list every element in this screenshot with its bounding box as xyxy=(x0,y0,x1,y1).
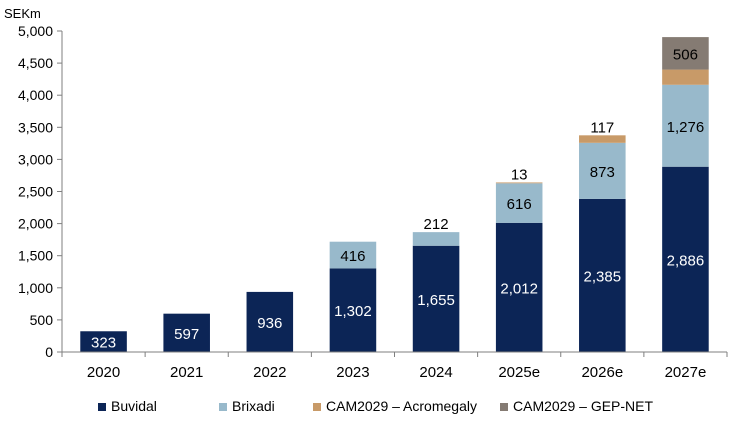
data-label: 117 xyxy=(590,119,614,136)
y-tick-label: 1,500 xyxy=(18,248,53,264)
bar-segment xyxy=(80,331,127,352)
x-tick-label: 2025e xyxy=(498,364,540,381)
y-axis-unit-label: SEKm xyxy=(4,6,41,21)
legend-swatch xyxy=(219,403,227,411)
bar-segment xyxy=(495,183,543,223)
y-tick-label: 0 xyxy=(45,344,53,360)
bar-segment xyxy=(329,268,377,352)
bar-segment xyxy=(579,142,626,199)
bars: 323 597 936 1,302 416 1,655 212 2,012 616 13 2,385… xyxy=(80,37,709,352)
data-label: 2,886 xyxy=(667,252,705,269)
bar-segment xyxy=(412,232,460,246)
legend-swatch xyxy=(500,403,508,411)
legend-swatch xyxy=(98,403,106,411)
x-axis: 2020 2021 2022 2023 2024 2025e 2026e 2027e xyxy=(61,351,728,381)
data-label: 873 xyxy=(590,164,615,181)
data-label: 506 xyxy=(673,46,698,63)
bar-segment xyxy=(412,245,460,352)
y-tick-label: 4,500 xyxy=(18,55,53,71)
y-tick-label: 3,500 xyxy=(18,119,53,135)
x-tick-label: 2020 xyxy=(87,364,120,381)
x-tick-label: 2021 xyxy=(170,364,203,381)
legend: Buvidal Brixadi CAM2029 – Acromegaly CAM202… xyxy=(98,398,653,414)
legend-item: Brixadi xyxy=(219,398,275,414)
data-label: 2,385 xyxy=(584,268,622,285)
data-label: 936 xyxy=(257,315,282,332)
bar-segment xyxy=(579,135,626,143)
bar-segment xyxy=(662,84,709,167)
legend-label: Buvidal xyxy=(111,398,157,414)
legend-item: CAM2029 – Acromegaly xyxy=(313,398,477,414)
bar-segment xyxy=(662,166,709,352)
y-axis: 0 500 1,000 1,500 2,000 2,500 3,000 3,500 4,000 4… xyxy=(18,23,63,360)
y-tick-label: 3,000 xyxy=(18,151,53,167)
y-tick-label: 4,000 xyxy=(18,87,53,103)
data-label: 212 xyxy=(424,216,449,233)
y-tick-label: 2,500 xyxy=(18,184,53,200)
bar-segment xyxy=(579,198,626,352)
bar-segment xyxy=(495,182,543,184)
data-label: 1,655 xyxy=(417,292,455,309)
bar-segment xyxy=(662,69,709,85)
data-label: 416 xyxy=(340,248,365,265)
x-tick-label: 2026e xyxy=(581,364,623,381)
bar-segment xyxy=(495,222,543,352)
data-label: 323 xyxy=(91,335,116,352)
bar-segment xyxy=(662,37,709,70)
x-tick-label: 2022 xyxy=(253,364,286,381)
y-tick-label: 1,000 xyxy=(18,280,53,296)
data-label: 1,302 xyxy=(334,303,372,320)
data-label: 597 xyxy=(174,326,199,343)
legend-label: CAM2029 – GEP-NET xyxy=(513,398,653,414)
x-tick-label: 2023 xyxy=(336,364,369,381)
bar-segment xyxy=(329,241,377,269)
x-tick-label: 2027e xyxy=(665,364,707,381)
y-tick-label: 500 xyxy=(30,312,54,328)
bar-segment xyxy=(246,291,294,352)
data-label: 2,012 xyxy=(500,280,538,297)
bar-segment xyxy=(163,313,210,352)
legend-label: Brixadi xyxy=(232,398,275,414)
y-tick-label: 5,000 xyxy=(18,23,53,39)
legend-item: Buvidal xyxy=(98,398,157,414)
data-label: 13 xyxy=(511,166,528,183)
y-tick-label: 2,000 xyxy=(18,216,53,232)
x-tick-label: 2024 xyxy=(419,364,452,381)
legend-item: CAM2029 – GEP-NET xyxy=(500,398,653,414)
data-label: 616 xyxy=(507,196,532,213)
legend-swatch xyxy=(313,403,321,411)
legend-label: CAM2029 – Acromegaly xyxy=(326,398,477,414)
data-label: 1,276 xyxy=(667,119,705,136)
